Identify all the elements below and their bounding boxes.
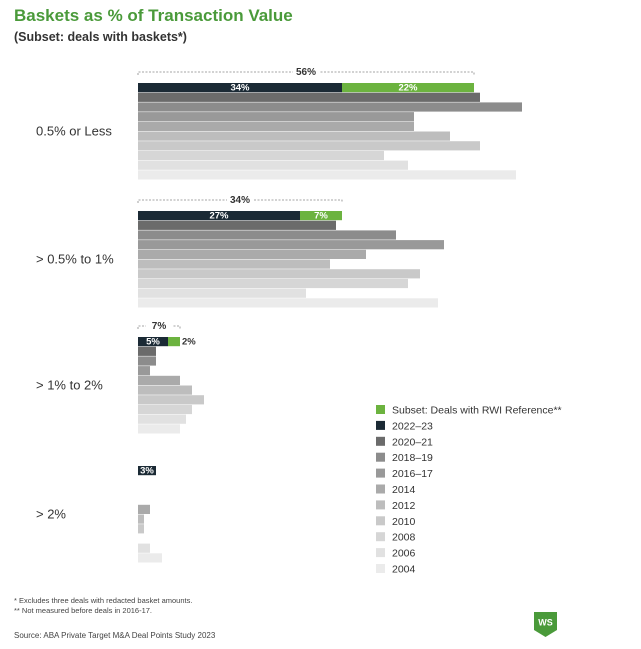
legend-swatch	[376, 436, 385, 446]
bar-0.5% or Less-2018–19	[138, 102, 522, 112]
bar-> 0.5% to 1%-rwi-subset	[300, 211, 342, 221]
footnote-2: ** Not measured before deals in 2016-17.	[14, 606, 153, 615]
bar-0.5% or Less-2020–21	[138, 92, 480, 102]
legend-label: 2020–21	[392, 436, 433, 448]
bar-chart: 0.5% or Less 34% 22% 56% > 0.5% to 1% 27% 7% 34…	[36, 66, 562, 576]
legend-label: 2016–17	[392, 468, 433, 480]
bar-> 1% to 2%-2008	[138, 404, 192, 415]
bar-> 0.5% to 1%-2010	[138, 269, 420, 279]
bar-0.5% or Less-2022–23-non-rwi	[138, 83, 342, 93]
bar-> 1% to 2%-2012	[138, 385, 192, 395]
total-label-bg	[146, 320, 172, 331]
total-label-bg	[293, 66, 319, 77]
bar-> 0.5% to 1%-2014	[138, 249, 366, 259]
source-note: Source: ABA Private Target M&A Deal Poin…	[14, 631, 216, 640]
bar-> 0.5% to 1%-2004	[138, 298, 438, 308]
bar-> 1% to 2%-2006	[138, 414, 186, 424]
total-label: 34%	[230, 195, 250, 206]
legend-label: 2006	[392, 548, 416, 560]
logo-text: WS	[538, 618, 553, 628]
legend-swatch	[376, 452, 385, 462]
footnote-1: * Excludes three deals with redacted bas…	[14, 596, 193, 605]
ws-logo: WS	[534, 612, 557, 637]
bar-> 0.5% to 1%-2020–21	[138, 220, 336, 230]
legend-swatch	[376, 516, 385, 526]
bar-> 1% to 2%-2020–21	[138, 346, 156, 356]
bar-> 0.5% to 1%-2016–17	[138, 240, 444, 250]
data-label-non-rwi: 5%	[146, 337, 160, 348]
category-label: 0.5% or Less	[36, 124, 112, 139]
bar-> 2%-2010	[138, 524, 144, 534]
legend-swatch	[376, 405, 385, 414]
bar-> 1% to 2%-2010	[138, 395, 204, 405]
legend-label: 2022–23	[392, 420, 433, 432]
legend-swatch	[376, 420, 385, 430]
chart-subtitle: (Subset: deals with baskets*)	[14, 30, 187, 44]
bar-0.5% or Less-2006	[138, 160, 408, 170]
legend-label: 2010	[392, 516, 416, 528]
total-bracket	[137, 71, 475, 75]
bar-> 1% to 2%-2016–17	[138, 366, 150, 376]
bar-0.5% or Less-2012	[138, 131, 450, 141]
bar-> 0.5% to 1%-2018–19	[138, 230, 396, 240]
bar-> 0.5% to 1%-2008	[138, 278, 408, 289]
legend-label: 2004	[392, 564, 416, 576]
labels-layer: 0.5% or Less 34% 22% 56% > 0.5% to 1% 27% 7% 34…	[36, 66, 475, 522]
bar-> 1% to 2%-2014	[138, 375, 180, 385]
bars-layer	[138, 83, 522, 563]
total-label: 7%	[152, 321, 167, 332]
legend-swatch	[376, 500, 385, 510]
bar-> 2%-2004	[138, 553, 162, 563]
category-label: > 0.5% to 1%	[36, 252, 114, 267]
data-label-rwi: 7%	[314, 211, 328, 222]
chart-title: Baskets as % of Transaction Value	[14, 6, 293, 25]
data-label-rwi: 22%	[398, 83, 418, 94]
data-label-rwi: 2%	[182, 337, 196, 348]
bar-> 1% to 2%-2004	[138, 424, 180, 434]
bar-0.5% or Less-2008	[138, 150, 384, 161]
data-label-non-rwi: 34%	[230, 83, 250, 94]
bar-> 2%-2022–23-non-rwi	[138, 466, 156, 476]
legend-swatch	[376, 484, 385, 494]
bar-> 1% to 2%-2022–23-non-rwi	[138, 337, 168, 347]
bar-> 0.5% to 1%-2022–23-non-rwi	[138, 211, 300, 221]
bar-> 1% to 2%-2018–19	[138, 356, 156, 366]
legend-label: 2012	[392, 500, 416, 512]
data-label-non-rwi: 27%	[209, 211, 229, 222]
legend-swatch	[376, 532, 385, 542]
bar-0.5% or Less-2016–17	[138, 112, 414, 122]
legend-label: 2008	[392, 532, 416, 544]
bar-> 0.5% to 1%-2006	[138, 288, 306, 298]
bar-> 0.5% to 1%-2012	[138, 259, 330, 269]
category-label: > 2%	[36, 507, 66, 522]
bar-> 1% to 2%-rwi-subset	[168, 337, 180, 347]
footnotes: * Excludes three deals with redacted bas…	[14, 596, 192, 616]
total-label-bg	[227, 194, 253, 205]
bar-0.5% or Less-2014	[138, 121, 414, 131]
legend-label: 2018–19	[392, 452, 433, 464]
bar-> 2%-2014	[138, 504, 150, 514]
bar-0.5% or Less-2004	[138, 170, 516, 180]
total-label: 56%	[296, 67, 316, 78]
legend-label: 2014	[392, 484, 416, 496]
legend-swatch	[376, 564, 385, 573]
category-label: > 1% to 2%	[36, 378, 103, 393]
legend-swatch	[376, 468, 385, 478]
legend-swatch	[376, 548, 385, 558]
data-label-non-rwi: 3%	[140, 466, 154, 477]
legend: Subset: Deals with RWI Reference** 2022–2…	[376, 405, 562, 576]
bar-> 2%-2012	[138, 514, 144, 524]
bar-> 2%-2006	[138, 543, 150, 553]
bar-0.5% or Less-2010	[138, 141, 480, 151]
total-bracket	[137, 325, 181, 329]
legend-label: Subset: Deals with RWI Reference**	[392, 405, 562, 417]
bar-0.5% or Less-rwi-subset	[342, 83, 474, 93]
